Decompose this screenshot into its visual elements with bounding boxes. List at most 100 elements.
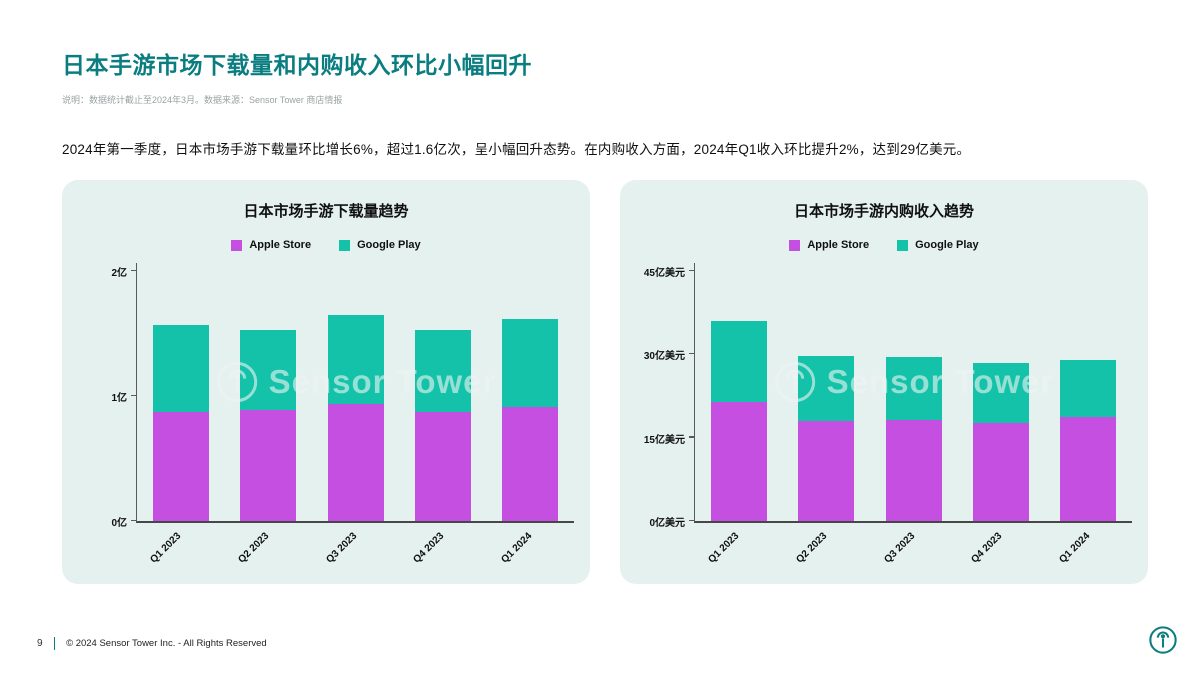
bar-segment-apple-store bbox=[798, 421, 855, 521]
bar-stack bbox=[327, 314, 384, 521]
bar-segment-apple-store bbox=[885, 419, 942, 521]
bar-segment-google-play bbox=[972, 363, 1029, 424]
bar-slot bbox=[695, 263, 782, 521]
y-tick-mark bbox=[689, 436, 694, 438]
footer: 9 © 2024 Sensor Tower Inc. - All Rights … bbox=[37, 637, 267, 650]
x-tick-slot: Q4 2023 bbox=[957, 523, 1045, 579]
y-axis: 0亿 1亿 2亿 bbox=[78, 263, 136, 529]
bar-segment-google-play bbox=[414, 329, 471, 413]
bar-stack bbox=[240, 329, 297, 521]
bar-stack bbox=[152, 324, 209, 521]
bar-slot bbox=[957, 263, 1044, 521]
chart-panel-downloads: 日本市场手游下载量趋势 Apple Store Google Play 0亿 1亿… bbox=[62, 180, 590, 584]
bar-stack bbox=[710, 321, 767, 521]
legend-label-apple: Apple Store bbox=[807, 239, 870, 251]
y-tick-label: 45亿美元 bbox=[643, 268, 685, 279]
plot-area: Sensor Tower bbox=[131, 263, 574, 523]
legend-item-google: Google Play bbox=[897, 239, 979, 251]
x-tick-slot: Q2 2023 bbox=[782, 523, 870, 579]
legend-label-google: Google Play bbox=[915, 239, 979, 251]
bar-slot bbox=[399, 263, 486, 521]
y-tick-mark bbox=[131, 519, 136, 521]
bar-segment-apple-store bbox=[710, 401, 767, 521]
y-axis: 0亿美元 15亿美元 30亿美元 45亿美元 bbox=[636, 263, 694, 529]
bar-segment-google-play bbox=[327, 314, 384, 404]
legend-swatch-google bbox=[897, 239, 909, 251]
bar-segment-apple-store bbox=[152, 412, 209, 521]
x-tick-slot: Q1 2024 bbox=[486, 523, 574, 579]
bar-segment-apple-store bbox=[1060, 416, 1117, 521]
x-tick-label: Q4 2023 bbox=[969, 530, 1005, 566]
bar-segment-google-play bbox=[798, 356, 855, 421]
legend-swatch-google bbox=[339, 239, 351, 251]
page-number: 9 bbox=[37, 638, 43, 649]
bars bbox=[695, 263, 1132, 521]
bar-slot bbox=[1045, 263, 1132, 521]
bar-slot bbox=[782, 263, 869, 521]
x-tick-label: Q2 2023 bbox=[794, 530, 830, 566]
bar-slot bbox=[870, 263, 957, 521]
y-tick-label: 1亿 bbox=[111, 393, 127, 404]
bar-segment-google-play bbox=[152, 324, 209, 413]
x-tick-label: Q1 2024 bbox=[1057, 530, 1093, 566]
bar-stack bbox=[502, 318, 559, 521]
x-tick-label: Q2 2023 bbox=[236, 530, 272, 566]
chart-revenue: 0亿美元 15亿美元 30亿美元 45亿美元 Sensor Tower Q1 2023… bbox=[636, 263, 1132, 579]
note-text: 说明：数据统计截止至2024年3月。数据来源：Sensor Tower 商店情报 bbox=[62, 95, 343, 105]
bar-segment-apple-store bbox=[240, 409, 297, 521]
y-tick-mark bbox=[131, 269, 136, 271]
y-tick-mark bbox=[689, 519, 694, 521]
chart-title-downloads: 日本市场手游下载量趋势 bbox=[243, 203, 409, 220]
x-tick-label: Q3 2023 bbox=[881, 530, 917, 566]
sensor-tower-logo bbox=[1148, 625, 1178, 660]
chart-panels: 日本市场手游下载量趋势 Apple Store Google Play 0亿 1亿… bbox=[62, 180, 1148, 584]
bar-segment-apple-store bbox=[327, 403, 384, 521]
bar-stack bbox=[414, 329, 471, 521]
page-content: 日本手游市场下载量和内购收入环比小幅回升 说明：数据统计截止至2024年3月。数… bbox=[62, 52, 1148, 584]
intro-paragraph: 2024年第一季度，日本市场手游下载量环比增长6%，超过1.6亿次，呈小幅回升态… bbox=[62, 142, 971, 157]
x-tick-slot: Q3 2023 bbox=[311, 523, 399, 579]
x-tick-slot: Q3 2023 bbox=[869, 523, 957, 579]
x-tick-slot: Q2 2023 bbox=[224, 523, 312, 579]
x-axis-labels: Q1 2023 Q2 2023 Q3 2023 Q4 2023 Q1 2024 bbox=[136, 523, 574, 579]
legend-item-google: Google Play bbox=[339, 239, 421, 251]
bar-segment-google-play bbox=[710, 321, 767, 402]
x-tick-slot: Q1 2023 bbox=[694, 523, 782, 579]
legend-item-apple: Apple Store bbox=[231, 239, 311, 251]
x-tick-label: Q3 2023 bbox=[323, 530, 359, 566]
bar-stack bbox=[885, 356, 942, 521]
bar-slot bbox=[224, 263, 311, 521]
legend-item-apple: Apple Store bbox=[789, 239, 869, 251]
y-tick-label: 0亿美元 bbox=[649, 518, 685, 529]
x-tick-slot: Q1 2023 bbox=[136, 523, 224, 579]
x-tick-slot: Q4 2023 bbox=[399, 523, 487, 579]
y-tick-label: 0亿 bbox=[111, 518, 127, 529]
y-tick-mark bbox=[689, 269, 694, 271]
bar-segment-apple-store bbox=[414, 412, 471, 521]
x-tick-label: Q1 2023 bbox=[148, 530, 184, 566]
plot-area: Sensor Tower bbox=[689, 263, 1132, 523]
footer-divider bbox=[53, 637, 56, 650]
bar-segment-apple-store bbox=[972, 423, 1029, 521]
x-axis-labels: Q1 2023 Q2 2023 Q3 2023 Q4 2023 Q1 2024 bbox=[694, 523, 1132, 579]
y-tick-label: 15亿美元 bbox=[643, 434, 685, 446]
bar-segment-google-play bbox=[240, 329, 297, 410]
bars bbox=[137, 263, 574, 521]
chart-title-revenue: 日本市场手游内购收入趋势 bbox=[793, 203, 974, 220]
bar-stack bbox=[1060, 359, 1117, 521]
y-tick-label: 2亿 bbox=[111, 268, 127, 279]
legend-label-google: Google Play bbox=[357, 239, 421, 251]
bar-segment-google-play bbox=[1060, 359, 1117, 417]
chart-panel-revenue: 日本市场手游内购收入趋势 Apple Store Google Play 0亿美… bbox=[620, 180, 1148, 584]
page-title: 日本手游市场下载量和内购收入环比小幅回升 bbox=[62, 52, 532, 78]
bar-segment-google-play bbox=[502, 318, 559, 408]
bar-stack bbox=[972, 363, 1029, 521]
bar-slot bbox=[312, 263, 399, 521]
legend-swatch-apple bbox=[789, 239, 801, 251]
legend-revenue: Apple Store Google Play bbox=[636, 239, 1132, 251]
y-tick-mark bbox=[131, 394, 136, 396]
x-tick-label: Q4 2023 bbox=[411, 530, 447, 566]
copyright: © 2024 Sensor Tower Inc. - All Rights Re… bbox=[66, 638, 267, 649]
sensor-tower-logo-icon bbox=[1149, 626, 1177, 654]
legend-downloads: Apple Store Google Play bbox=[78, 239, 574, 251]
